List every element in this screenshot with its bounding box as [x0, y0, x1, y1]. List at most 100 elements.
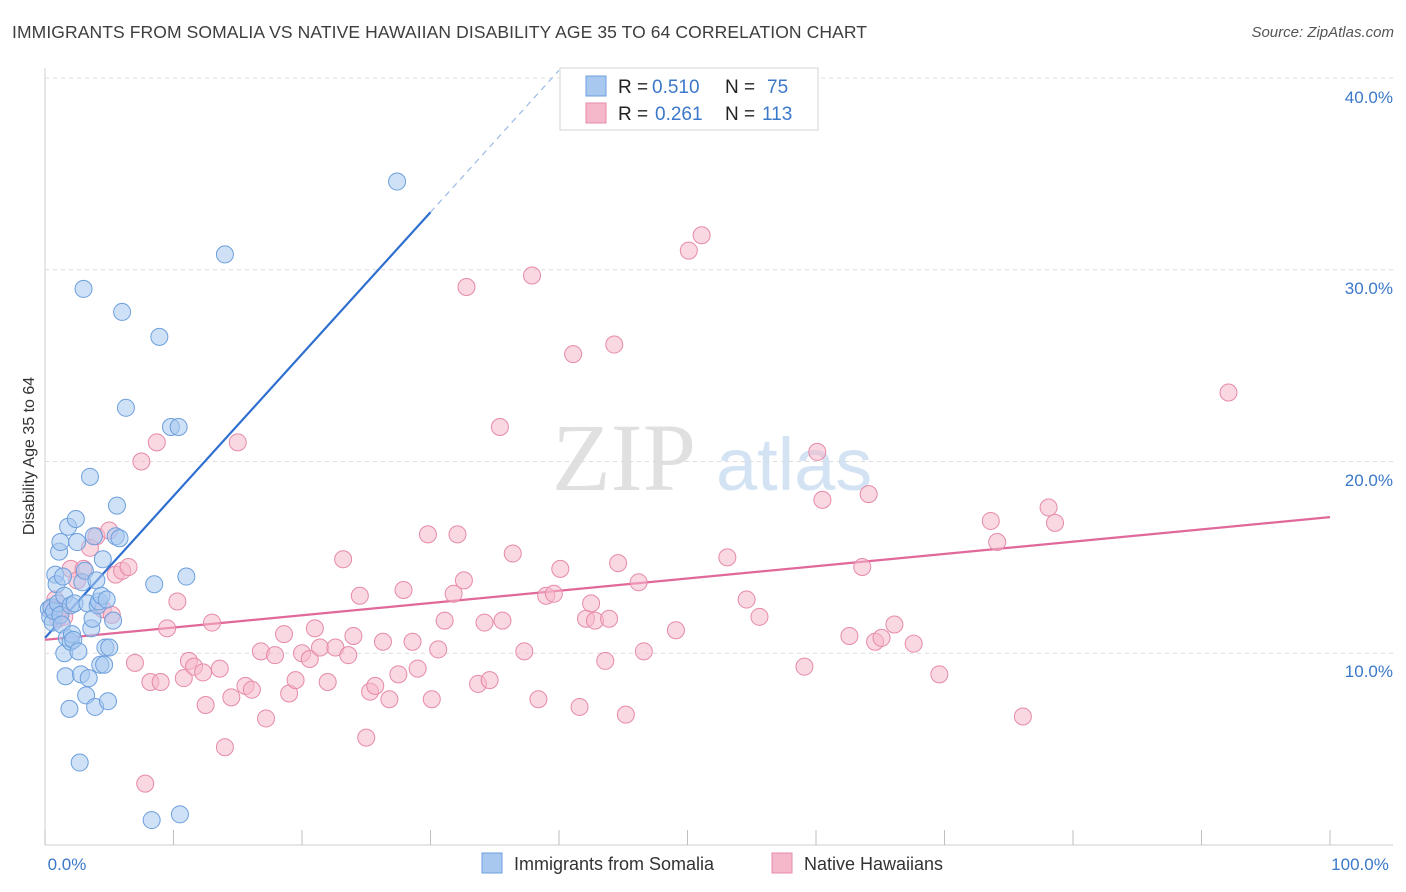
point-hawaiian-109 [930, 665, 949, 684]
trendline-somalia-extension [430, 69, 560, 213]
legend-n-value-somalia: 75 [767, 77, 788, 98]
point-hawaiian-81 [564, 345, 583, 364]
point-hawaiian-99 [795, 657, 814, 676]
point-hawaiian-74 [503, 544, 522, 563]
point-somalia-26 [69, 642, 88, 661]
point-hawaiian-54 [366, 676, 385, 695]
point-hawaiian-50 [344, 626, 363, 645]
point-hawaiian-89 [609, 554, 628, 573]
point-hawaiian-68 [457, 278, 476, 297]
point-somalia-18 [60, 699, 79, 718]
point-hawaiian-108 [904, 634, 923, 653]
point-hawaiian-18 [136, 774, 155, 793]
point-hawaiian-76 [523, 266, 542, 285]
point-somalia-53 [107, 496, 126, 515]
point-somalia-55 [113, 302, 132, 321]
point-hawaiian-91 [629, 573, 648, 592]
point-hawaiian-79 [544, 584, 563, 603]
point-somalia-63 [177, 567, 196, 586]
legend-r-value-hawaiians: 0.261 [655, 104, 703, 125]
point-hawaiian-43 [300, 650, 319, 669]
point-hawaiian-17 [132, 452, 151, 471]
point-hawaiian-72 [493, 611, 512, 630]
bottom-legend-swatch-hawaiians [771, 852, 793, 874]
point-hawaiian-103 [853, 557, 872, 576]
point-hawaiian-64 [435, 611, 454, 630]
point-hawaiian-107 [885, 615, 904, 634]
point-hawaiian-33 [228, 433, 247, 452]
point-hawaiian-35 [242, 680, 261, 699]
point-hawaiian-48 [334, 550, 353, 569]
trendline-hawaiian [44, 516, 1331, 641]
point-somalia-25 [68, 533, 87, 552]
bottom-legend-swatch-somalia [481, 852, 503, 874]
point-somalia-64 [215, 245, 234, 264]
bottom-legend-label-hawaiians: Native Hawaiians [804, 854, 943, 874]
point-somalia-62 [169, 417, 188, 436]
point-hawaiian-87 [600, 609, 619, 628]
point-hawaiian-100 [808, 442, 827, 461]
point-hawaiian-23 [168, 592, 187, 611]
trend-layer [44, 69, 1331, 641]
point-hawaiian-82 [570, 697, 589, 716]
point-hawaiian-55 [373, 632, 392, 651]
point-hawaiian-22 [158, 619, 177, 638]
point-hawaiian-31 [215, 738, 234, 757]
point-hawaiian-70 [475, 613, 494, 632]
watermark-atlas: atlas [716, 423, 872, 506]
x-tick-label-max: 100.0% [1331, 855, 1389, 874]
point-somalia-51 [104, 611, 123, 630]
grid-layer [45, 77, 1393, 654]
point-somalia-38 [84, 527, 103, 546]
point-hawaiian-63 [429, 640, 448, 659]
point-hawaiian-15 [119, 557, 138, 576]
point-hawaiian-38 [266, 646, 285, 665]
point-hawaiian-52 [357, 728, 376, 747]
legend-r-label-somalia: R = [618, 77, 648, 98]
y-tick-labels: 10.0% 20.0% 30.0% 40.0% [1345, 88, 1393, 681]
point-hawaiian-46 [318, 673, 337, 692]
point-hawaiian-75 [515, 642, 534, 661]
y-tick-label-30: 30.0% [1345, 279, 1393, 298]
point-hawaiian-113 [1039, 498, 1058, 517]
point-hawaiian-77 [529, 690, 548, 709]
point-somalia-45 [93, 550, 112, 569]
point-hawaiian-21 [151, 673, 170, 692]
legend-r-value-somalia: 0.510 [652, 77, 700, 98]
point-hawaiian-86 [596, 651, 615, 670]
legend-n-label-somalia: N = [725, 77, 755, 98]
point-somalia-35 [80, 467, 99, 486]
legend-swatch-hawaiians [585, 102, 607, 124]
point-hawaiian-37 [257, 709, 276, 728]
point-hawaiian-93 [666, 621, 685, 640]
point-hawaiian-67 [454, 571, 473, 590]
point-somalia-56 [116, 398, 135, 417]
point-hawaiian-45 [310, 638, 329, 657]
point-hawaiian-102 [840, 626, 859, 645]
legend-n-label-hawaiians: N = [725, 104, 755, 125]
point-hawaiian-28 [196, 696, 215, 715]
point-hawaiian-88 [605, 335, 624, 354]
point-somalia-49 [98, 692, 117, 711]
point-hawaiian-29 [203, 613, 222, 632]
point-hawaiian-56 [380, 690, 399, 709]
point-hawaiian-65 [444, 584, 463, 603]
point-somalia-65 [388, 172, 407, 191]
stats-legend: R = 0.510 N = 75 R = 0.261 N = 113 [559, 67, 819, 131]
point-hawaiian-98 [750, 607, 769, 626]
point-hawaiian-57 [389, 665, 408, 684]
x-tick-label-min: 0.0% [48, 855, 87, 874]
point-hawaiian-106 [872, 628, 891, 647]
y-axis-label: Disability Age 35 to 64 [21, 377, 38, 535]
point-hawaiian-101 [813, 490, 832, 509]
axis-layer [44, 68, 1393, 846]
point-somalia-12 [53, 567, 72, 586]
point-somalia-57 [145, 575, 164, 594]
point-somalia-48 [97, 590, 116, 609]
legend-n-value-hawaiians: 113 [762, 104, 792, 125]
point-hawaiian-94 [679, 241, 698, 260]
point-somalia-59 [150, 327, 169, 346]
point-hawaiian-115 [1219, 383, 1238, 402]
y-tick-label-10: 10.0% [1345, 662, 1393, 681]
watermark-zip: ZIP [552, 404, 696, 511]
